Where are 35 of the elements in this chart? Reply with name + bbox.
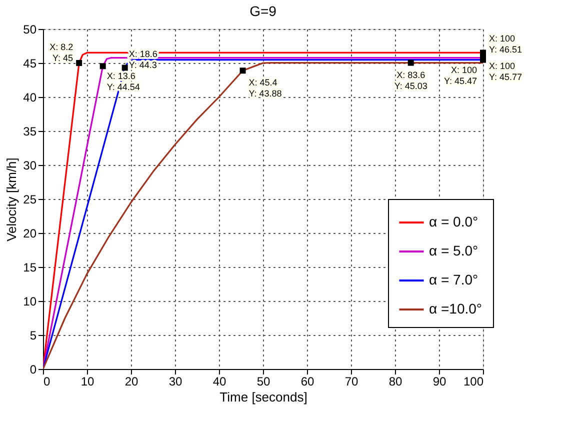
legend-label: α = 7.0° — [429, 272, 478, 288]
x-tick-label: 50 — [256, 374, 270, 388]
x-tick-label: 40 — [212, 374, 226, 388]
y-tick-label: 25 — [23, 192, 37, 206]
annotation: X: 100 Y: 46.51 — [489, 34, 522, 55]
y-tick-label: 0 — [30, 362, 37, 376]
x-tick-label: 0 — [44, 374, 50, 388]
annotation: X: 8.2 Y: 45 — [50, 42, 74, 63]
x-tick-label: 100 — [463, 374, 484, 388]
x-tick-label: 60 — [300, 374, 314, 388]
y-tick-label: 30 — [23, 158, 37, 172]
x-tick-label: 20 — [124, 374, 138, 388]
legend-label: α = 0.0° — [429, 214, 478, 230]
x-tick-label: 70 — [344, 374, 358, 388]
y-tick-label: 20 — [23, 226, 37, 240]
x-tick-label: 30 — [168, 374, 182, 388]
x-axis-title: Time [seconds] — [220, 390, 308, 404]
y-tick-label: 50 — [23, 22, 37, 36]
annotation: X: 45.4 Y: 43.88 — [248, 78, 282, 99]
y-tick-label: 45 — [23, 56, 37, 70]
y-tick-label: 15 — [23, 260, 37, 274]
y-tick-label: 40 — [23, 90, 37, 104]
annotation: X: 100 Y: 45.77 — [489, 60, 522, 82]
x-tick-label: 90 — [432, 374, 446, 388]
y-axis-title: Velocity [km/h] — [4, 158, 20, 242]
annotation: X: 100 Y: 45.47 — [444, 64, 477, 86]
chart-title: G=9 — [250, 3, 277, 19]
annotation: X: 83.6 Y: 45.03 — [394, 70, 428, 91]
x-tick-label: 80 — [388, 374, 402, 388]
y-tick-label: 10 — [23, 294, 37, 308]
x-tick-label: 10 — [80, 374, 94, 388]
legend-label: α = 5.0° — [429, 242, 478, 258]
y-tick-label: 5 — [30, 328, 37, 342]
legend-label: α =10.0° — [429, 300, 482, 316]
y-tick-label: 35 — [23, 124, 37, 138]
